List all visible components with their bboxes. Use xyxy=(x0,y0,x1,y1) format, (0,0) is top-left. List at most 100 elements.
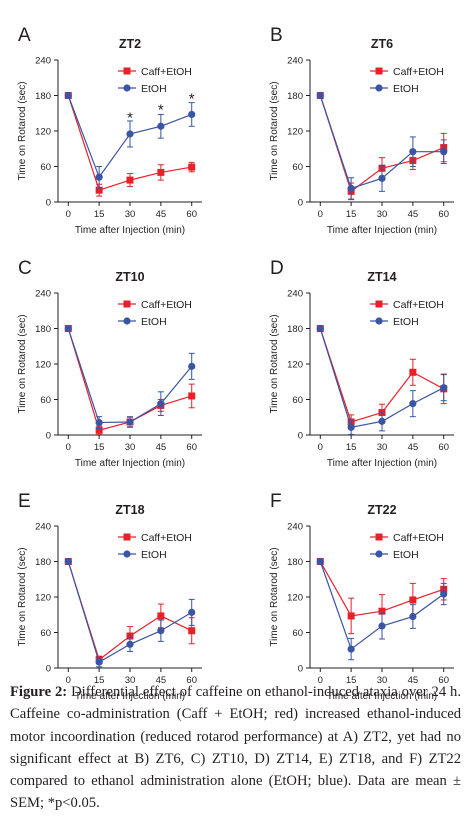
y-tick-label: 0 xyxy=(46,664,51,675)
panel-letter: D xyxy=(270,258,284,279)
data-point xyxy=(316,557,324,566)
legend: Caff+EtOH EtOH xyxy=(370,532,444,561)
y-tick-label: 120 xyxy=(35,360,51,371)
y-tick-label: 120 xyxy=(287,593,303,604)
y-tick-label: 240 xyxy=(35,289,51,300)
x-tick-label: 15 xyxy=(346,675,357,686)
x-tick-label: 15 xyxy=(94,442,105,453)
legend-label: EtOH xyxy=(393,83,419,95)
data-point xyxy=(64,91,72,100)
panel-letter: B xyxy=(270,25,283,46)
data-point xyxy=(188,627,196,635)
series-etoh xyxy=(316,324,448,435)
series-etoh xyxy=(64,557,196,668)
data-point xyxy=(378,174,386,182)
figure-caption: Figure 2: Differential effect of caffein… xyxy=(10,681,461,831)
legend-label: Caff+EtOH xyxy=(393,299,444,311)
x-tick-label: 15 xyxy=(94,675,105,686)
legend-label: EtOH xyxy=(141,83,167,95)
legend-marker xyxy=(375,84,383,92)
data-point xyxy=(188,608,196,616)
legend-marker xyxy=(123,67,131,75)
x-tick-label: 30 xyxy=(377,209,388,220)
legend-marker xyxy=(123,550,131,558)
series-etoh xyxy=(64,324,196,429)
legend-label: Caff+EtOH xyxy=(393,66,444,78)
y-tick-label: 180 xyxy=(35,557,51,568)
x-axis-label: Time after Injection (min) xyxy=(75,691,185,702)
data-point xyxy=(157,612,165,620)
x-tick-label: 45 xyxy=(156,675,167,686)
data-point xyxy=(95,426,103,434)
data-point xyxy=(409,148,417,156)
data-point xyxy=(378,622,386,630)
y-tick-label: 0 xyxy=(46,198,51,209)
y-axis-label: Time on Rotarod (sec) xyxy=(17,314,28,413)
x-axis-label: Time after Injection (min) xyxy=(327,691,437,702)
y-tick-label: 240 xyxy=(35,522,51,533)
data-point xyxy=(157,122,165,130)
data-point xyxy=(316,324,324,333)
series-line xyxy=(67,328,192,431)
significance-marker: * xyxy=(158,102,164,119)
x-tick-label: 0 xyxy=(318,442,323,453)
x-tick-label: 60 xyxy=(186,675,197,686)
y-tick-label: 240 xyxy=(287,289,303,300)
legend-marker xyxy=(123,317,131,325)
y-tick-label: 60 xyxy=(40,162,51,173)
x-tick-label: 45 xyxy=(156,442,167,453)
series-line xyxy=(67,328,193,424)
series-etoh xyxy=(316,91,448,200)
x-tick-label: 45 xyxy=(408,209,419,220)
data-point xyxy=(95,658,103,666)
x-tick-label: 0 xyxy=(66,442,71,453)
y-tick-label: 0 xyxy=(298,198,303,209)
chart-title: ZT6 xyxy=(371,37,393,51)
y-tick-label: 180 xyxy=(35,324,51,335)
data-point xyxy=(440,148,448,156)
y-tick-label: 180 xyxy=(287,91,303,102)
significance-marker: * xyxy=(127,109,133,126)
x-tick-label: 15 xyxy=(346,442,357,453)
data-point xyxy=(188,110,196,119)
data-point xyxy=(126,632,134,640)
y-axis-label: Time on Rotarod (sec) xyxy=(269,81,280,180)
legend-marker xyxy=(375,300,383,308)
y-tick-label: 240 xyxy=(287,56,303,67)
data-point xyxy=(64,324,72,333)
y-tick-label: 0 xyxy=(46,431,51,442)
panel-letter: F xyxy=(270,491,282,512)
legend-label: EtOH xyxy=(141,549,167,561)
data-point xyxy=(126,176,134,184)
x-axis-label: Time after Injection (min) xyxy=(327,225,437,236)
x-tick-label: 0 xyxy=(318,209,323,220)
data-point xyxy=(188,362,196,370)
x-tick-label: 45 xyxy=(156,209,167,220)
legend: Caff+EtOH EtOH xyxy=(370,66,444,95)
caption-text: Differential effect of caffeine on ethan… xyxy=(10,684,461,812)
x-tick-label: 60 xyxy=(438,209,449,220)
y-tick-label: 240 xyxy=(287,522,303,533)
legend-label: Caff+EtOH xyxy=(141,532,192,544)
data-point xyxy=(157,168,165,176)
legend-marker xyxy=(375,533,383,541)
x-axis-label: Time after Injection (min) xyxy=(327,458,437,469)
legend-marker xyxy=(375,67,383,75)
x-tick-label: 15 xyxy=(94,209,105,220)
y-tick-label: 180 xyxy=(287,557,303,568)
y-axis-label: Time on Rotarod (sec) xyxy=(269,547,280,646)
panel-letter: C xyxy=(18,258,32,279)
x-tick-label: 0 xyxy=(318,675,323,686)
x-tick-label: 30 xyxy=(125,442,136,453)
significance-marker: * xyxy=(189,90,195,107)
y-tick-label: 60 xyxy=(40,395,51,406)
y-tick-label: 180 xyxy=(287,324,303,335)
data-point xyxy=(347,423,355,431)
data-point xyxy=(440,590,448,598)
legend-marker xyxy=(123,84,131,92)
legend: Caff+EtOH EtOH xyxy=(370,299,444,328)
chart-title: ZT18 xyxy=(115,503,144,517)
